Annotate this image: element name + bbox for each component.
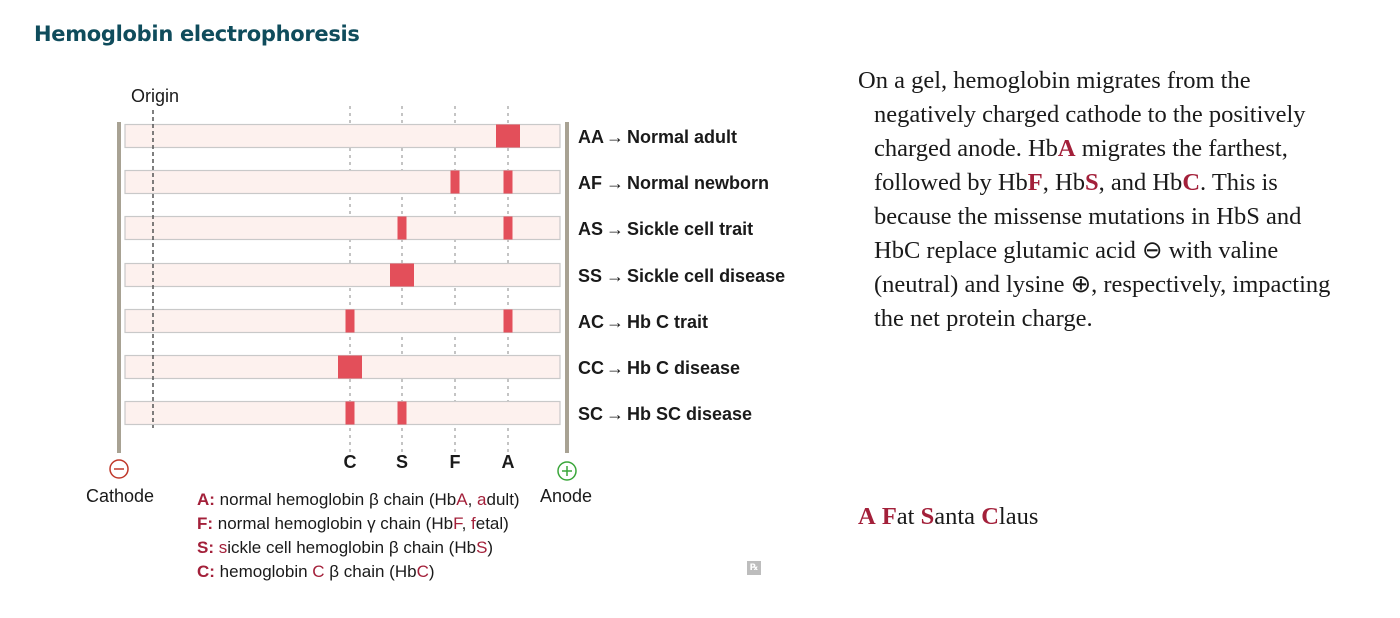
row-code: SC — [578, 404, 603, 424]
lane-ss: SS → Sickle cell disease — [124, 262, 785, 288]
row-description: Sickle cell trait — [627, 219, 753, 239]
lane-af: AF → Normal newborn — [124, 169, 769, 195]
row-description: Hb SC disease — [627, 404, 752, 424]
lane-track — [124, 308, 561, 334]
row-description: Normal adult — [627, 127, 737, 147]
arrow-icon: → — [606, 312, 624, 332]
band-s — [390, 263, 414, 287]
band-c — [345, 401, 355, 425]
column-label-f: F — [450, 452, 461, 472]
rx-icon: ℞ — [747, 561, 761, 575]
band-c — [345, 309, 355, 333]
row-code: SS — [578, 266, 602, 286]
lane-ac: AC → Hb C trait — [124, 308, 708, 334]
lane-track — [124, 215, 561, 241]
lane-track — [124, 400, 561, 426]
lane-sc: SC → Hb SC disease — [124, 400, 752, 426]
legend-item-s: S: sickle cell hemoglobin β chain (HbS) — [197, 538, 494, 557]
lane-aa: AA → Normal adult — [124, 123, 737, 149]
arrow-icon: → — [606, 266, 624, 286]
arrow-icon: → — [606, 173, 624, 193]
lane-track — [124, 123, 561, 149]
legend-item-c: C: hemoglobin C β chain (HbC) — [197, 562, 435, 581]
row-code: AA — [578, 127, 604, 147]
row-description: Normal newborn — [627, 173, 769, 193]
row-description: Hb C disease — [627, 358, 740, 378]
cathode-label: Cathode — [86, 486, 154, 506]
band-a — [503, 309, 513, 333]
lane-as: AS → Sickle cell trait — [124, 215, 753, 241]
lane-track — [124, 169, 561, 195]
arrow-icon: → — [606, 404, 624, 424]
row-code: AC — [578, 312, 604, 332]
lane-cc: CC → Hb C disease — [124, 354, 740, 380]
band-a — [503, 216, 513, 240]
row-code: CC — [578, 358, 604, 378]
anode-plus-icon — [557, 461, 577, 481]
band-s — [397, 401, 407, 425]
legend-item-a: A: normal hemoglobin β chain (HbA, adult… — [197, 490, 520, 509]
arrow-icon: → — [606, 127, 624, 147]
lane-track — [124, 262, 561, 288]
row-code: AS — [578, 219, 603, 239]
row-description: Sickle cell disease — [627, 266, 785, 286]
band-c — [338, 355, 362, 379]
column-label-c: C — [344, 452, 357, 472]
arrow-icon: → — [606, 219, 624, 239]
row-code: AF — [578, 173, 602, 193]
cathode-minus-icon — [109, 459, 129, 479]
description-text: On a gel, hemoglobin migrates from the n… — [858, 67, 1331, 332]
band-f — [450, 170, 460, 194]
band-a — [496, 124, 520, 148]
anode-label: Anode — [540, 486, 592, 506]
band-s — [397, 216, 407, 240]
legend: A: normal hemoglobin β chain (HbA, adult… — [197, 488, 520, 584]
row-description: Hb C trait — [627, 312, 708, 332]
arrow-icon: → — [606, 358, 624, 378]
column-label-s: S — [396, 452, 408, 472]
page-title: Hemoglobin electrophoresis — [34, 22, 360, 46]
mnemonic: A Fat Santa Claus — [858, 503, 1039, 530]
column-label-a: A — [502, 452, 515, 472]
origin-label: Origin — [131, 86, 179, 106]
band-a — [503, 170, 513, 194]
legend-item-f: F: normal hemoglobin γ chain (HbF, fetal… — [197, 514, 509, 533]
